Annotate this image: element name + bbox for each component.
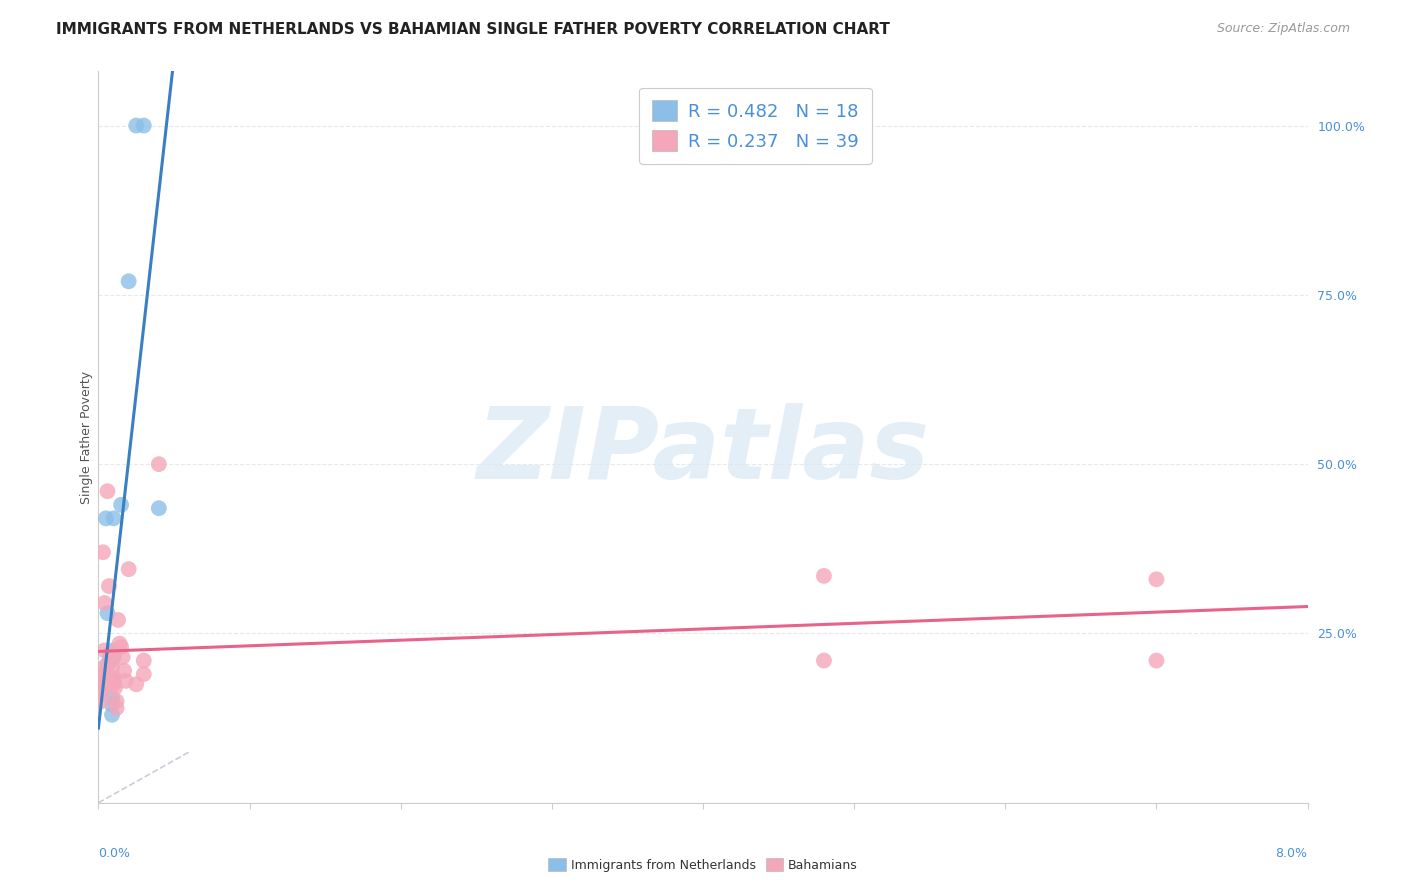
Point — [96, 484, 118, 499]
Point — [125, 677, 148, 691]
Point — [103, 677, 125, 691]
Point — [100, 650, 122, 665]
Point — [89, 671, 111, 685]
Point — [114, 673, 136, 688]
Point — [93, 643, 115, 657]
Text: 8.0%: 8.0% — [1275, 847, 1308, 860]
Point — [148, 501, 170, 516]
Point — [105, 694, 128, 708]
Text: IMMIGRANTS FROM NETHERLANDS VS BAHAMIAN SINGLE FATHER POVERTY CORRELATION CHART: IMMIGRANTS FROM NETHERLANDS VS BAHAMIAN … — [56, 22, 890, 37]
Point — [94, 511, 117, 525]
Point — [93, 596, 115, 610]
Point — [118, 562, 141, 576]
Point — [101, 690, 124, 705]
Point — [112, 664, 135, 678]
Point — [148, 457, 170, 471]
Point — [104, 681, 127, 695]
Point — [132, 654, 155, 668]
Point — [125, 119, 148, 133]
Point — [813, 569, 835, 583]
Point — [90, 677, 112, 691]
Legend: Immigrants from Netherlands, Bahamians: Immigrants from Netherlands, Bahamians — [543, 854, 863, 877]
Point — [91, 545, 114, 559]
Point — [96, 657, 118, 671]
Point — [101, 698, 124, 712]
Point — [1146, 572, 1168, 586]
Y-axis label: Single Father Poverty: Single Father Poverty — [80, 370, 93, 504]
Point — [89, 684, 111, 698]
Point — [101, 707, 124, 722]
Point — [89, 677, 111, 691]
Point — [813, 654, 835, 668]
Point — [100, 647, 122, 661]
Point — [103, 673, 125, 688]
Point — [1146, 654, 1168, 668]
Point — [100, 654, 122, 668]
Point — [100, 647, 122, 661]
Point — [101, 654, 124, 668]
Point — [103, 671, 125, 685]
Text: 0.0%: 0.0% — [98, 847, 131, 860]
Point — [100, 650, 122, 665]
Point — [132, 119, 155, 133]
Point — [110, 640, 132, 654]
Point — [110, 498, 132, 512]
Point — [91, 677, 114, 691]
Point — [103, 650, 125, 665]
Point — [96, 606, 118, 620]
Point — [108, 637, 131, 651]
Point — [103, 511, 125, 525]
Point — [90, 694, 112, 708]
Point — [107, 613, 129, 627]
Point — [101, 660, 124, 674]
Point — [94, 673, 117, 688]
Legend: R = 0.482   N = 18, R = 0.237   N = 39: R = 0.482 N = 18, R = 0.237 N = 39 — [640, 87, 872, 164]
Point — [103, 643, 125, 657]
Point — [118, 274, 141, 288]
Point — [111, 650, 134, 665]
Point — [103, 673, 125, 688]
Point — [93, 660, 115, 674]
Point — [98, 579, 121, 593]
Point — [94, 664, 117, 678]
Point — [105, 701, 128, 715]
Point — [90, 688, 112, 702]
Point — [132, 667, 155, 681]
Text: Source: ZipAtlas.com: Source: ZipAtlas.com — [1216, 22, 1350, 36]
Point — [94, 667, 117, 681]
Text: ZIPatlas: ZIPatlas — [477, 403, 929, 500]
